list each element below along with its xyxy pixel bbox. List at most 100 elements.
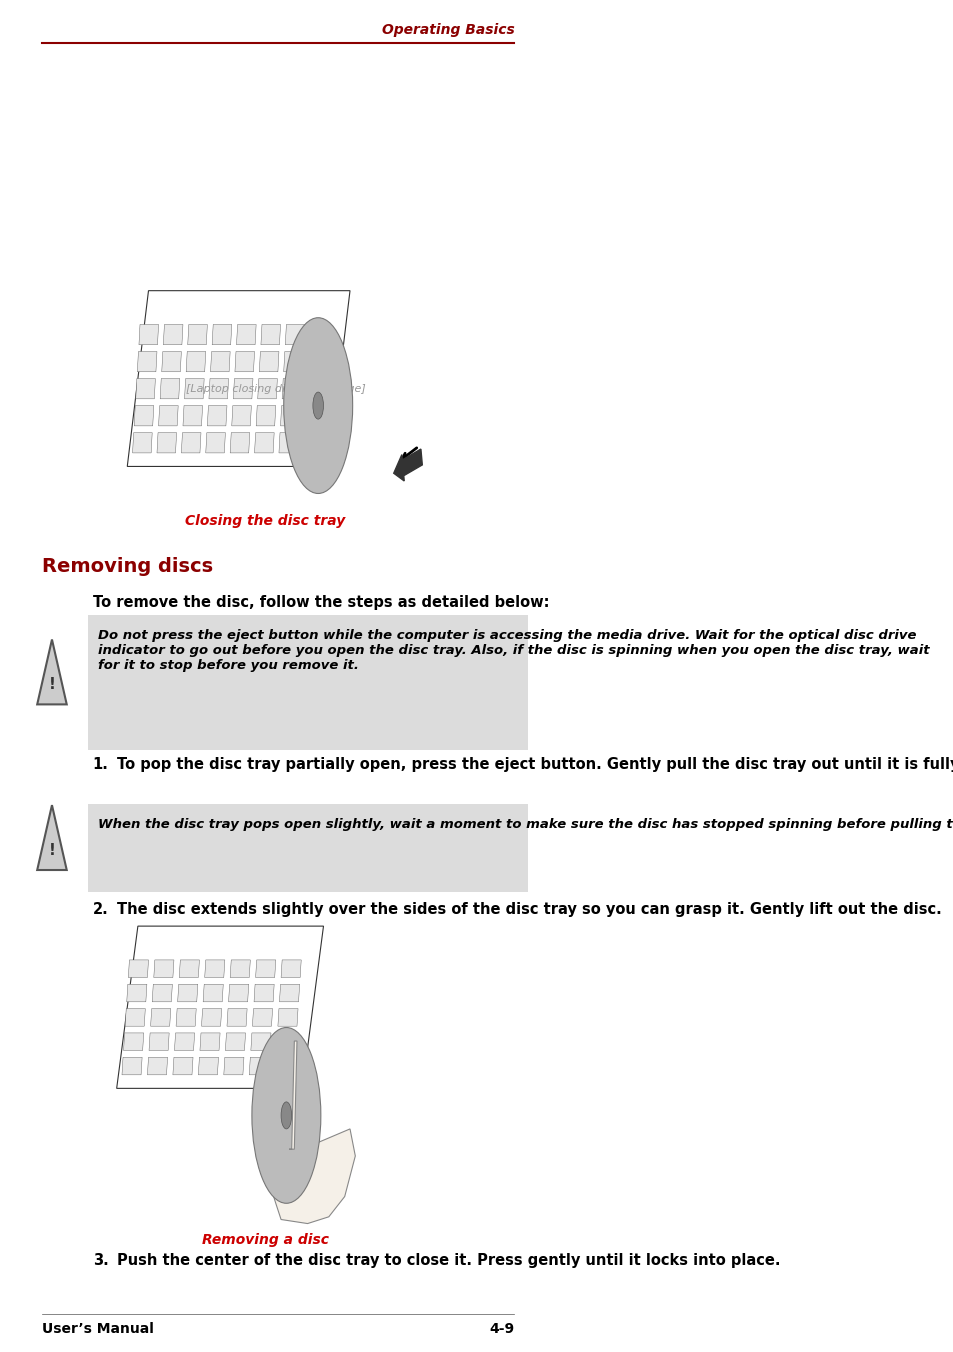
Polygon shape xyxy=(306,379,326,399)
Bar xyxy=(116,304,435,500)
Polygon shape xyxy=(280,406,300,426)
Polygon shape xyxy=(151,1009,171,1026)
Text: Removing a disc: Removing a disc xyxy=(201,1233,329,1247)
Polygon shape xyxy=(230,433,250,453)
Polygon shape xyxy=(276,1033,296,1051)
Text: To pop the disc tray partially open, press the eject button. Gently pull the dis: To pop the disc tray partially open, pre… xyxy=(116,757,953,772)
Polygon shape xyxy=(157,433,176,453)
Polygon shape xyxy=(200,1033,220,1051)
Circle shape xyxy=(252,1028,320,1203)
Polygon shape xyxy=(186,352,206,372)
Polygon shape xyxy=(181,433,201,453)
Polygon shape xyxy=(184,379,204,399)
Polygon shape xyxy=(230,960,250,977)
Polygon shape xyxy=(308,352,328,372)
Polygon shape xyxy=(253,1009,273,1026)
Polygon shape xyxy=(225,1033,245,1051)
Polygon shape xyxy=(153,960,173,977)
Polygon shape xyxy=(201,1009,221,1026)
Text: [Laptop closing disc tray image]: [Laptop closing disc tray image] xyxy=(186,384,365,393)
Text: !: ! xyxy=(49,844,55,859)
Polygon shape xyxy=(125,1009,145,1026)
Text: 2.: 2. xyxy=(92,902,109,917)
Text: The disc extends slightly over the sides of the disc tray so you can grasp it. G: The disc extends slightly over the sides… xyxy=(116,902,941,917)
Polygon shape xyxy=(37,639,67,704)
Polygon shape xyxy=(236,324,255,345)
Polygon shape xyxy=(148,1057,168,1075)
FancyArrow shape xyxy=(394,449,422,481)
Polygon shape xyxy=(37,804,67,871)
Polygon shape xyxy=(278,433,298,453)
FancyBboxPatch shape xyxy=(88,804,527,892)
Polygon shape xyxy=(132,433,152,453)
Polygon shape xyxy=(211,352,230,372)
Polygon shape xyxy=(129,960,149,977)
Polygon shape xyxy=(149,1033,169,1051)
Polygon shape xyxy=(277,1009,297,1026)
Polygon shape xyxy=(265,1129,355,1224)
Polygon shape xyxy=(127,984,147,1002)
Text: !: ! xyxy=(49,677,55,692)
Polygon shape xyxy=(207,406,227,426)
Polygon shape xyxy=(176,1009,196,1026)
Polygon shape xyxy=(158,406,178,426)
Polygon shape xyxy=(229,984,249,1002)
Circle shape xyxy=(283,318,353,493)
Polygon shape xyxy=(177,984,197,1002)
Polygon shape xyxy=(274,1057,294,1075)
Polygon shape xyxy=(205,960,225,977)
Polygon shape xyxy=(260,324,280,345)
Polygon shape xyxy=(259,352,278,372)
Polygon shape xyxy=(203,984,223,1002)
Polygon shape xyxy=(281,960,301,977)
Polygon shape xyxy=(255,960,275,977)
Circle shape xyxy=(281,1102,292,1129)
Circle shape xyxy=(313,392,323,419)
Polygon shape xyxy=(179,960,199,977)
Polygon shape xyxy=(282,379,301,399)
Polygon shape xyxy=(139,324,158,345)
Polygon shape xyxy=(234,352,254,372)
Text: To remove the disc, follow the steps as detailed below:: To remove the disc, follow the steps as … xyxy=(92,595,549,610)
Polygon shape xyxy=(174,1033,194,1051)
Polygon shape xyxy=(163,324,183,345)
Polygon shape xyxy=(224,1057,244,1075)
Polygon shape xyxy=(283,352,303,372)
Polygon shape xyxy=(137,352,157,372)
FancyBboxPatch shape xyxy=(88,615,527,750)
Polygon shape xyxy=(172,1057,193,1075)
Polygon shape xyxy=(206,433,225,453)
Polygon shape xyxy=(279,984,299,1002)
Polygon shape xyxy=(188,324,207,345)
Polygon shape xyxy=(152,984,172,1002)
Text: Operating Basics: Operating Basics xyxy=(381,23,514,37)
Polygon shape xyxy=(212,324,232,345)
Polygon shape xyxy=(233,379,253,399)
Text: User’s Manual: User’s Manual xyxy=(42,1322,154,1336)
Polygon shape xyxy=(305,406,324,426)
Polygon shape xyxy=(249,1057,269,1075)
Polygon shape xyxy=(198,1057,218,1075)
Polygon shape xyxy=(227,1009,247,1026)
Text: 1.: 1. xyxy=(92,757,109,772)
Polygon shape xyxy=(209,379,229,399)
Polygon shape xyxy=(135,379,155,399)
Polygon shape xyxy=(253,984,274,1002)
Text: Do not press the eject button while the computer is accessing the media drive. W: Do not press the eject button while the … xyxy=(98,629,929,672)
Polygon shape xyxy=(255,406,275,426)
Polygon shape xyxy=(289,1041,296,1149)
Polygon shape xyxy=(122,1057,142,1075)
Text: 3.: 3. xyxy=(92,1253,109,1268)
Polygon shape xyxy=(251,1033,271,1051)
Text: When the disc tray pops open slightly, wait a moment to make sure the disc has s: When the disc tray pops open slightly, w… xyxy=(98,818,953,831)
Polygon shape xyxy=(183,406,202,426)
Polygon shape xyxy=(134,406,153,426)
Polygon shape xyxy=(310,324,329,345)
Polygon shape xyxy=(285,324,305,345)
Polygon shape xyxy=(254,433,274,453)
Polygon shape xyxy=(232,406,251,426)
Polygon shape xyxy=(162,352,181,372)
Text: Removing discs: Removing discs xyxy=(42,557,213,576)
Polygon shape xyxy=(257,379,277,399)
Polygon shape xyxy=(124,1033,144,1051)
